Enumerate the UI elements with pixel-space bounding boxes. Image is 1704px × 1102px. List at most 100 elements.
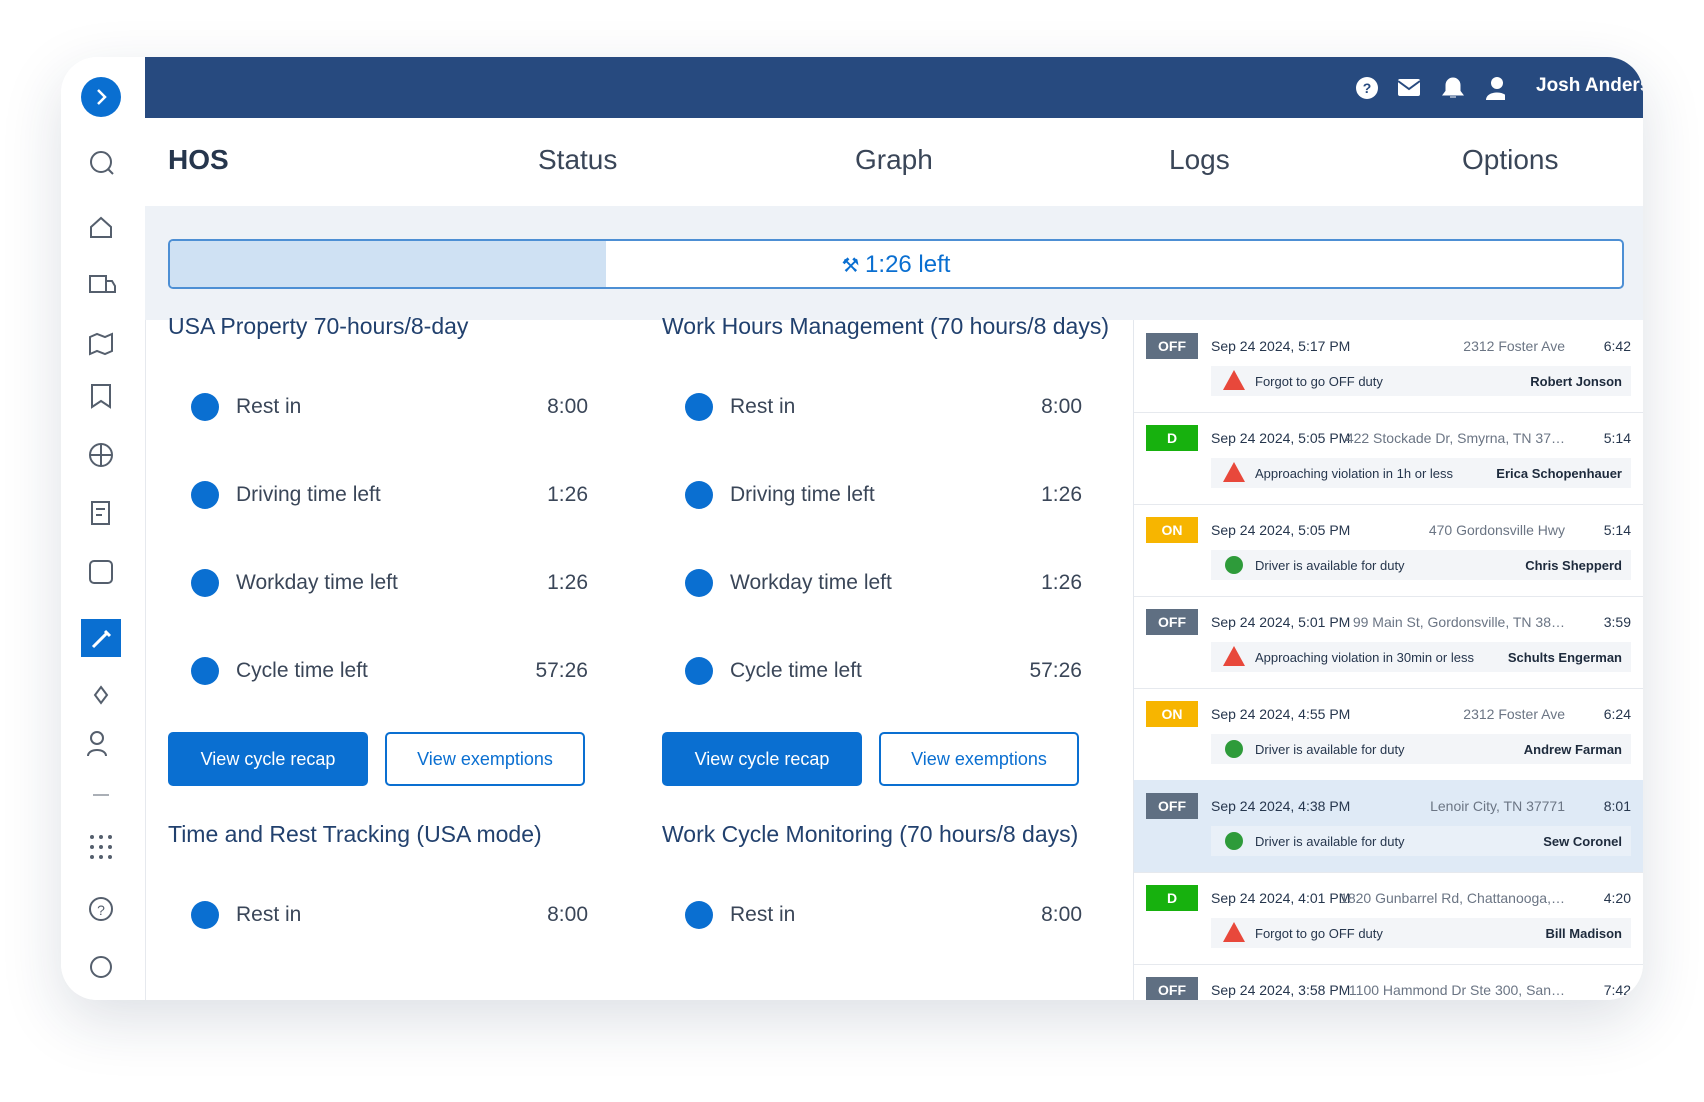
sidebar: ?: [61, 57, 146, 1000]
progress-bar: ⚒ 1:26 left: [168, 239, 1624, 289]
row-value: 57:26: [535, 659, 588, 682]
log-duration: 4:20: [1603, 890, 1631, 906]
log-row[interactable]: D Sep 24 2024, 4:01 PM 1820 Gunbarrel Rd, …: [1134, 872, 1643, 965]
row-icon: [191, 901, 219, 929]
message-box: Driver is available for duty Sew Coronel: [1211, 826, 1631, 856]
progress-fill: [170, 241, 606, 287]
log-time: Sep 24 2024, 4:55 PM: [1211, 706, 1351, 722]
log-time: Sep 24 2024, 5:05 PM: [1211, 430, 1351, 446]
status-badge: OFF: [1146, 793, 1198, 819]
message-box: Forgot to go OFF duty Robert Jonson: [1211, 366, 1631, 396]
tab[interactable]: Graph: [855, 144, 933, 175]
warning-icon: [1223, 462, 1245, 482]
row-icon: [685, 657, 713, 685]
log-message: Driver is available for duty: [1255, 742, 1405, 757]
row-icon: [685, 481, 713, 509]
row-icon: [191, 569, 219, 597]
log-time: Sep 24 2024, 4:38 PM: [1211, 798, 1351, 814]
status-badge: ON: [1146, 701, 1198, 727]
driver-name: Robert Jonson: [1530, 374, 1622, 389]
row-icon: [685, 569, 713, 597]
status-badge: OFF: [1146, 333, 1198, 359]
message-box: Approaching violation in 30min or less Sc…: [1211, 642, 1631, 672]
log-address: 1100 Hammond Dr Ste 300, San…: [1348, 982, 1565, 998]
row-label: Rest in: [730, 395, 796, 418]
app-window: ? ? Josh Anderson HOS Status Graph Logs Opti…: [61, 57, 1643, 1000]
row-value: 8:00: [1041, 395, 1082, 418]
driver-name: Andrew Farman: [1523, 742, 1622, 757]
warning-icon: [1223, 922, 1245, 942]
log-address: 2312 Foster Ave: [1463, 706, 1565, 722]
row-label: Workday time left: [236, 571, 398, 594]
log-duration: 5:14: [1603, 430, 1631, 446]
log-time: Sep 24 2024, 5:01 PM: [1211, 614, 1351, 630]
log-address: 99 Main St, Gordonsville, TN 38…: [1352, 614, 1565, 630]
row-icon: [191, 393, 219, 421]
progress-area: ⚒ 1:26 left: [145, 206, 1643, 320]
row-label: Rest in: [730, 903, 796, 926]
log-row[interactable]: OFF Sep 24 2024, 4:38 PM Lenoir City, TN 3…: [1134, 780, 1643, 873]
log-duration: 5:14: [1603, 522, 1631, 538]
message-box: Driver is available for duty Andrew Farma…: [1211, 734, 1631, 764]
row-value: 1:26: [547, 571, 588, 594]
button[interactable]: View exemptions: [385, 732, 585, 786]
log-row[interactable]: OFF Sep 24 2024, 3:58 PM 1100 Hammond Dr S…: [1134, 964, 1643, 1000]
row-icon: [191, 657, 219, 685]
tabs: HOS Status Graph Logs Options: [145, 118, 1643, 206]
row-value: 8:00: [547, 395, 588, 418]
log-message: Forgot to go OFF duty: [1255, 374, 1383, 389]
button[interactable]: View cycle recap: [168, 732, 368, 786]
panel-title: Work Cycle Monitoring (70 hours/8 days): [662, 821, 1079, 847]
row-value: 8:00: [1041, 903, 1082, 926]
log-row[interactable]: OFF Sep 24 2024, 5:01 PM 99 Main St, Gordo…: [1134, 596, 1643, 689]
message-box: Driver is available for duty Chris Sheppe…: [1211, 550, 1631, 580]
row-label: Rest in: [236, 395, 302, 418]
tab[interactable]: Options: [1462, 144, 1559, 175]
log-duration: 7:42: [1603, 982, 1631, 998]
log-address: 422 Stockade Dr, Smyrna, TN 37…: [1345, 430, 1565, 446]
log-address: Lenoir City, TN 37771: [1430, 798, 1565, 814]
driver-name: Chris Shepperd: [1525, 558, 1622, 573]
status-badge: D: [1146, 885, 1198, 911]
row-icon: [685, 393, 713, 421]
status-badge: D: [1146, 425, 1198, 451]
log-row[interactable]: OFF Sep 24 2024, 5:17 PM 2312 Foster Ave 6:…: [1134, 320, 1643, 413]
log-row[interactable]: D Sep 24 2024, 5:05 PM 422 Stockade Dr, Sm…: [1134, 412, 1643, 505]
log-time: Sep 24 2024, 5:05 PM: [1211, 522, 1351, 538]
ok-icon: [1225, 832, 1243, 850]
status-badge: OFF: [1146, 609, 1198, 635]
log-address: 1820 Gunbarrel Rd, Chattanooga,…: [1340, 890, 1565, 906]
log-message: Approaching violation in 1h or less: [1255, 466, 1454, 481]
row-value: 57:26: [1029, 659, 1082, 682]
progress-label: ⚒ 1:26 left: [841, 251, 951, 278]
tab[interactable]: Logs: [1169, 144, 1230, 175]
status-badge: OFF: [1146, 977, 1198, 1000]
log-message: Approaching violation in 30min or less: [1255, 650, 1474, 665]
driver-name: Schults Engerman: [1507, 650, 1622, 665]
header-icons[interactable]: ?: [1355, 75, 1505, 101]
message-box: Forgot to go OFF duty Bill Madison: [1211, 918, 1631, 948]
button[interactable]: View exemptions: [879, 732, 1079, 786]
log-time: Sep 24 2024, 3:58 PM: [1211, 982, 1351, 998]
log-address: 2312 Foster Ave: [1463, 338, 1565, 354]
driver-name: Bill Madison: [1545, 926, 1622, 941]
log-row[interactable]: ON Sep 24 2024, 4:55 PM 2312 Foster Ave 6:2…: [1134, 688, 1643, 781]
log-message: Driver is available for duty: [1255, 558, 1405, 573]
top-bar: ? Josh Anderson: [145, 57, 1643, 118]
progress-text: 1:26 left: [865, 251, 951, 278]
row-label: Driving time left: [730, 483, 875, 506]
ok-icon: [1225, 556, 1243, 574]
tab[interactable]: Status: [538, 144, 618, 175]
row-value: 8:00: [547, 903, 588, 926]
user-name[interactable]: Josh Anderson: [1536, 75, 1643, 96]
row-label: Workday time left: [730, 571, 892, 594]
log-duration: 6:42: [1603, 338, 1631, 354]
log-row[interactable]: ON Sep 24 2024, 5:05 PM 470 Gordonsville H…: [1134, 504, 1643, 597]
button[interactable]: View cycle recap: [662, 732, 862, 786]
sidebar-icons: ?: [81, 77, 121, 978]
panel-title: Work Hours Management (70 hours/8 days): [662, 313, 1109, 339]
panel-title: USA Property 70-hours/8-day: [168, 313, 469, 339]
row-icon: [685, 901, 713, 929]
tab[interactable]: HOS: [168, 144, 229, 175]
